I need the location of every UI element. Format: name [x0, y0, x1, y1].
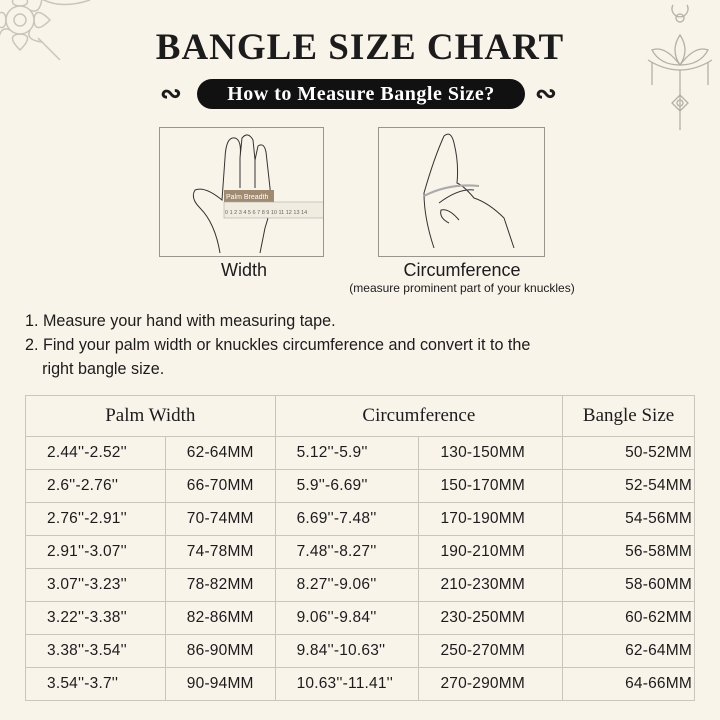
- palm-width-mm-cell: 66-70MM: [164, 469, 276, 503]
- table-row: 3.22''-3.38'' 82-86MM 9.06''-9.84'' 230-250…: [25, 601, 695, 635]
- mandala-ornament-icon: [0, 0, 91, 61]
- palm-width-inches-cell: 2.91''-3.07'': [25, 535, 166, 569]
- width-illustration: Palm Breadth 0 1 2 3 4 5 6 7 8 9 10 11 1…: [159, 127, 325, 257]
- palm-width-mm-cell: 90-94MM: [164, 667, 276, 701]
- instructions: 1. Measure your hand with measuring tape…: [25, 309, 530, 381]
- step-2: 2. Find your palm width or knuckles circ…: [25, 335, 531, 354]
- hand-width-icon: Palm Breadth 0 1 2 3 4 5 6 7 8 9 10 11 1…: [192, 134, 325, 254]
- table-row: 2.76''-2.91'' 70-74MM 6.69''-7.48'' 170-190…: [25, 502, 695, 536]
- ruler-ticks: 0 1 2 3 4 5 6 7 8 9 10 11 12 13 14: [225, 210, 307, 216]
- palm-width-inches-cell: 2.6''-2.76'': [25, 469, 166, 503]
- bangle-size-cell: 50-52MM: [562, 436, 695, 470]
- bangle-size-cell: 56-58MM: [562, 535, 695, 569]
- circumference-inches-cell: 8.27''-9.06'': [274, 568, 420, 602]
- header-circumference: Circumference: [274, 395, 564, 437]
- circumference-illustration: [378, 127, 545, 257]
- palm-width-inches-cell: 3.38''-3.54'': [25, 634, 166, 668]
- subtitle-banner: How to Measure Bangle Size?: [197, 79, 525, 109]
- palm-width-inches-cell: 3.54''-3.7'': [25, 667, 166, 701]
- circumference-mm-cell: 270-290MM: [418, 667, 564, 701]
- circumference-inches-cell: 5.9''-6.69'': [274, 469, 420, 503]
- header-palm-width: Palm Width: [25, 395, 276, 437]
- palm-width-mm-cell: 82-86MM: [164, 601, 276, 635]
- header-bangle-size: Bangle Size: [562, 395, 695, 437]
- circumference-mm-cell: 250-270MM: [418, 634, 564, 668]
- size-chart-table: Palm Width Circumference Bangle Size 2.4…: [25, 395, 695, 701]
- bangle-size-cell: 52-54MM: [562, 469, 695, 503]
- table-row: 2.44''-2.52'' 62-64MM 5.12''-5.9'' 130-150M…: [25, 436, 695, 470]
- palm-width-mm-cell: 70-74MM: [164, 502, 276, 536]
- width-caption: Width: [220, 260, 267, 280]
- circumference-mm-cell: 190-210MM: [418, 535, 564, 569]
- step-2-continued: right bangle size.: [42, 359, 165, 378]
- palm-width-inches-cell: 3.22''-3.38'': [25, 601, 166, 635]
- table-row: 2.6''-2.76'' 66-70MM 5.9''-6.69'' 150-170MM…: [25, 469, 695, 503]
- circumference-inches-cell: 6.69''-7.48'': [274, 502, 420, 536]
- circumference-inches-cell: 5.12''-5.9'': [274, 436, 420, 470]
- ruler-label: Palm Breadth: [226, 194, 269, 201]
- bangle-size-cell: 58-60MM: [562, 568, 695, 602]
- lotus-ornament-icon: [647, 4, 713, 130]
- circumference-inches-cell: 9.84''-10.63'': [274, 634, 420, 668]
- palm-width-inches-cell: 3.07''-3.23'': [25, 568, 166, 602]
- table-header-row: Palm Width Circumference Bangle Size: [25, 395, 695, 437]
- step-1: 1. Measure your hand with measuring tape…: [25, 311, 336, 330]
- palm-width-mm-cell: 62-64MM: [164, 436, 276, 470]
- table-row: 3.07''-3.23'' 78-82MM 8.27''-9.06'' 210-230…: [25, 568, 695, 602]
- page-title: BANGLE SIZE CHART: [155, 27, 565, 68]
- bangle-size-cell: 64-66MM: [562, 667, 695, 701]
- circumference-inches-cell: 7.48''-8.27'': [274, 535, 420, 569]
- circumference-inches-cell: 10.63''-11.41'': [274, 667, 420, 701]
- table-row: 3.54''-3.7'' 90-94MM 10.63''-11.41'' 270-29…: [25, 667, 695, 701]
- circumference-mm-cell: 130-150MM: [418, 436, 564, 470]
- left-flourish-icon: ∾: [160, 78, 182, 108]
- circumference-mm-cell: 150-170MM: [418, 469, 564, 503]
- palm-width-inches-cell: 2.44''-2.52'': [25, 436, 166, 470]
- circumference-inches-cell: 9.06''-9.84'': [274, 601, 420, 635]
- circumference-note: (measure prominent part of your knuckles…: [349, 281, 575, 295]
- table-row: 2.91''-3.07'' 74-78MM 7.48''-8.27'' 190-210…: [25, 535, 695, 569]
- bangle-size-cell: 54-56MM: [562, 502, 695, 536]
- bangle-size-cell: 60-62MM: [562, 601, 695, 635]
- table-row: 3.38''-3.54'' 86-90MM 9.84''-10.63'' 250-27…: [25, 634, 695, 668]
- right-flourish-icon: ∾: [535, 78, 557, 108]
- circumference-mm-cell: 230-250MM: [418, 601, 564, 635]
- palm-width-mm-cell: 78-82MM: [164, 568, 276, 602]
- circumference-mm-cell: 210-230MM: [418, 568, 564, 602]
- palm-width-inches-cell: 2.76''-2.91'': [25, 502, 166, 536]
- circumference-mm-cell: 170-190MM: [418, 502, 564, 536]
- circumference-caption: Circumference: [403, 260, 521, 280]
- hand-circumference-icon: [423, 133, 515, 249]
- palm-width-mm-cell: 74-78MM: [164, 535, 276, 569]
- palm-width-mm-cell: 86-90MM: [164, 634, 276, 668]
- bangle-size-cell: 62-64MM: [562, 634, 695, 668]
